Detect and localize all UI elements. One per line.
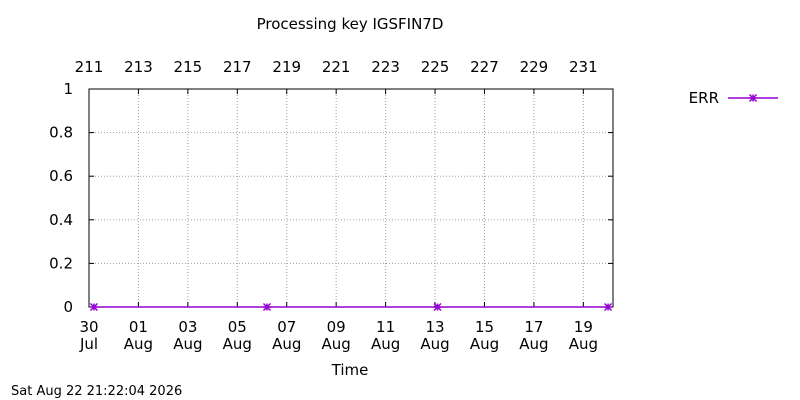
legend: ERR xyxy=(689,89,778,107)
top-tick-label: 223 xyxy=(371,58,400,76)
y-tick-label: 0.2 xyxy=(49,254,73,272)
bottom-tick-month: Jul xyxy=(79,335,98,353)
bottom-tick-day: 03 xyxy=(178,318,197,336)
bottom-tick-day: 09 xyxy=(327,318,346,336)
y-tick-label: 0 xyxy=(63,298,73,316)
data-point xyxy=(89,302,98,312)
y-tick-label: 0.4 xyxy=(49,211,73,229)
bottom-tick-month: Aug xyxy=(569,335,598,353)
top-tick-label: 221 xyxy=(322,58,351,76)
y-axis-labels: 0 0.2 0.4 0.6 0.8 1 xyxy=(49,80,73,316)
bottom-tick-month: Aug xyxy=(371,335,400,353)
data-point xyxy=(604,302,613,312)
x-axis-label: Time xyxy=(331,361,369,379)
top-tick-label: 227 xyxy=(470,58,499,76)
top-tick-label: 215 xyxy=(174,58,203,76)
bottom-tick-day: 05 xyxy=(228,318,247,336)
footer-timestamp: Sat Aug 22 21:22:04 2026 xyxy=(11,384,182,399)
top-tick-label: 211 xyxy=(75,58,104,76)
top-tick-label: 217 xyxy=(223,58,252,76)
data-point xyxy=(262,302,271,312)
grid xyxy=(89,89,613,307)
top-tick-label: 225 xyxy=(421,58,450,76)
top-axis-labels: 211 213 215 217 219 221 223 225 227 229 231 xyxy=(75,58,598,76)
bottom-tick-month: Aug xyxy=(124,335,153,353)
top-tick-label: 213 xyxy=(124,58,153,76)
bottom-tick-day: 30 xyxy=(79,318,98,336)
axis-ticks xyxy=(88,88,613,308)
data-point xyxy=(433,302,442,312)
bottom-tick-day: 15 xyxy=(475,318,494,336)
y-tick-label: 0.6 xyxy=(49,167,73,185)
series-err xyxy=(89,302,613,312)
bottom-tick-month: Aug xyxy=(420,335,449,353)
bottom-tick-month: Aug xyxy=(223,335,252,353)
top-tick-label: 231 xyxy=(569,58,598,76)
bottom-tick-month: Aug xyxy=(173,335,202,353)
top-tick-label: 219 xyxy=(272,58,301,76)
bottom-axis-labels: 30Jul01Aug03Aug05Aug07Aug09Aug11Aug13Aug… xyxy=(79,318,598,353)
legend-label-err: ERR xyxy=(689,89,719,107)
bottom-tick-month: Aug xyxy=(272,335,301,353)
bottom-tick-day: 19 xyxy=(574,318,593,336)
bottom-tick-day: 11 xyxy=(376,318,395,336)
chart-title: Processing key IGSFIN7D xyxy=(257,15,444,33)
bottom-tick-day: 13 xyxy=(425,318,444,336)
legend-marker-err xyxy=(748,93,758,103)
bottom-tick-day: 17 xyxy=(524,318,543,336)
y-tick-label: 1 xyxy=(63,80,73,98)
bottom-tick-day: 07 xyxy=(277,318,296,336)
bottom-tick-day: 01 xyxy=(129,318,148,336)
bottom-tick-month: Aug xyxy=(470,335,499,353)
bottom-tick-month: Aug xyxy=(322,335,351,353)
bottom-tick-month: Aug xyxy=(519,335,548,353)
y-tick-label: 0.8 xyxy=(49,124,73,142)
top-tick-label: 229 xyxy=(520,58,549,76)
